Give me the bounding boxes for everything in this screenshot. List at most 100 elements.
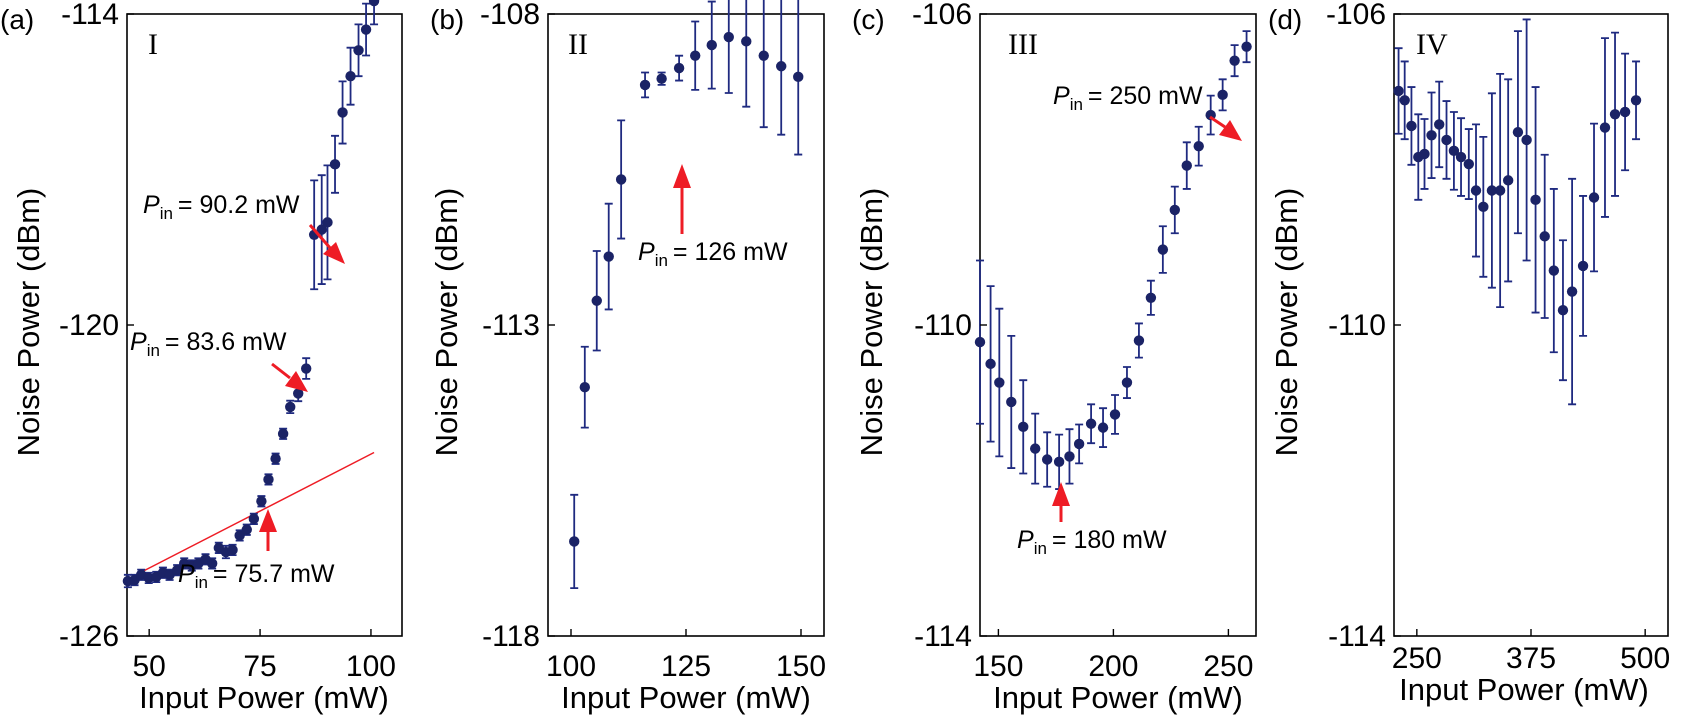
- data-point: [1145, 292, 1157, 303]
- y-tick-label: -126: [59, 620, 119, 653]
- data-point: [1426, 130, 1437, 141]
- data-point: [1619, 106, 1631, 118]
- panel-letter: (d): [1268, 4, 1302, 35]
- axis-ticks: [548, 13, 802, 637]
- data-point: [603, 251, 614, 262]
- data-point: [1064, 451, 1075, 462]
- annotation-label: Pin = 83.6 mW: [130, 328, 287, 360]
- data-point: [1193, 140, 1204, 152]
- data-point: [1566, 286, 1578, 297]
- x-tick-label: 375: [1506, 642, 1556, 675]
- panel-d: (d) IV 250 375 500 -114 -110 -106 Input …: [1268, 0, 1670, 707]
- data-point: [974, 336, 986, 348]
- data-point: [1470, 185, 1482, 196]
- data-point: [1494, 185, 1506, 196]
- data-point: [1502, 175, 1514, 186]
- data-point: [1097, 422, 1109, 433]
- y-tick-label: -110: [1328, 309, 1386, 342]
- data-point: [1157, 244, 1169, 255]
- data-point: [270, 453, 281, 464]
- data-point: [639, 79, 651, 91]
- data-point: [1053, 456, 1065, 468]
- panel-roman-label: II: [568, 28, 588, 61]
- data-point: [1217, 89, 1228, 101]
- axis-ticks: [1394, 13, 1646, 637]
- data-point: [300, 363, 312, 374]
- annotation-arrow: [271, 362, 291, 380]
- data-point: [1548, 265, 1560, 276]
- data-point: [579, 382, 590, 393]
- y-tick-label: -108: [480, 0, 540, 31]
- y-tick-labels: -114 -110 -106: [1326, 0, 1386, 653]
- data-point: [1229, 55, 1240, 66]
- data-point: [656, 73, 667, 84]
- data-point: [1041, 454, 1053, 465]
- data-point: [316, 224, 327, 235]
- error-bar: [759, 0, 768, 129]
- data-point: [241, 524, 252, 535]
- x-tick-label: 100: [346, 650, 396, 683]
- data-point: [1478, 201, 1489, 213]
- data-point: [994, 377, 1005, 388]
- data-point: [285, 401, 296, 413]
- error-bar: [742, 0, 751, 108]
- data-point: [345, 71, 356, 82]
- data-point: [1085, 418, 1097, 429]
- data-point: [1557, 305, 1569, 316]
- panel-b: (b) II 100 125 150 -118 -113 -108 Input …: [429, 0, 826, 715]
- data-point: [293, 388, 304, 399]
- x-tick-label: 200: [1088, 650, 1138, 683]
- data-point: [234, 530, 245, 541]
- y-tick-label: -113: [482, 309, 540, 342]
- x-tick-labels: 50 75 100: [132, 650, 395, 683]
- y-tick-label: -106: [912, 0, 972, 31]
- data-point: [256, 496, 267, 507]
- data-point: [1133, 335, 1145, 346]
- data-point: [758, 50, 769, 61]
- annotation-arrowhead: [1052, 482, 1070, 506]
- y-tick-label: -114: [1328, 620, 1386, 653]
- data-point: [1073, 438, 1085, 450]
- panel-a: (a) I 50 75 100 -126 -120 -114 Input Pow…: [0, 0, 403, 715]
- data-point: [615, 174, 627, 185]
- data-points: [974, 41, 1252, 468]
- annotation-arrowhead: [285, 371, 308, 392]
- annotation-label: Pin = 250 mW: [1053, 82, 1203, 114]
- data-point: [1455, 151, 1467, 163]
- y-tick-labels: -114 -110 -106: [912, 0, 972, 653]
- data-point: [1521, 134, 1532, 146]
- data-point: [723, 31, 734, 43]
- data-point: [569, 536, 580, 547]
- data-point: [1599, 122, 1611, 133]
- data-point: [1121, 377, 1133, 388]
- data-point: [1393, 85, 1404, 97]
- data-point: [985, 358, 996, 370]
- panel-roman-label: IV: [1416, 28, 1448, 61]
- x-tick-label: 100: [546, 650, 596, 683]
- x-tick-label: 150: [973, 650, 1023, 683]
- x-tick-label: 150: [776, 650, 826, 683]
- panel-roman-label: III: [1008, 28, 1038, 61]
- data-point: [1463, 158, 1475, 170]
- data-point: [1441, 134, 1452, 146]
- data-point: [1512, 126, 1524, 138]
- data-point: [248, 513, 260, 525]
- data-point: [322, 217, 333, 228]
- data-point: [206, 558, 218, 569]
- data-point: [1448, 145, 1460, 157]
- data-point: [1434, 119, 1445, 130]
- data-point: [227, 544, 238, 556]
- error-bars: [1394, 18, 1641, 406]
- data-point: [1018, 421, 1029, 433]
- data-points: [569, 31, 804, 547]
- x-axis-label: Input Power (mW): [993, 680, 1243, 715]
- data-point: [329, 159, 341, 170]
- data-point: [1406, 120, 1417, 132]
- data-point: [1241, 41, 1252, 52]
- panel-letter: (a): [0, 4, 34, 35]
- annotation-arrow: [1209, 115, 1226, 129]
- data-point: [690, 50, 701, 61]
- data-point: [1486, 185, 1498, 196]
- data-point: [1609, 109, 1621, 120]
- plot-frame: [547, 13, 825, 637]
